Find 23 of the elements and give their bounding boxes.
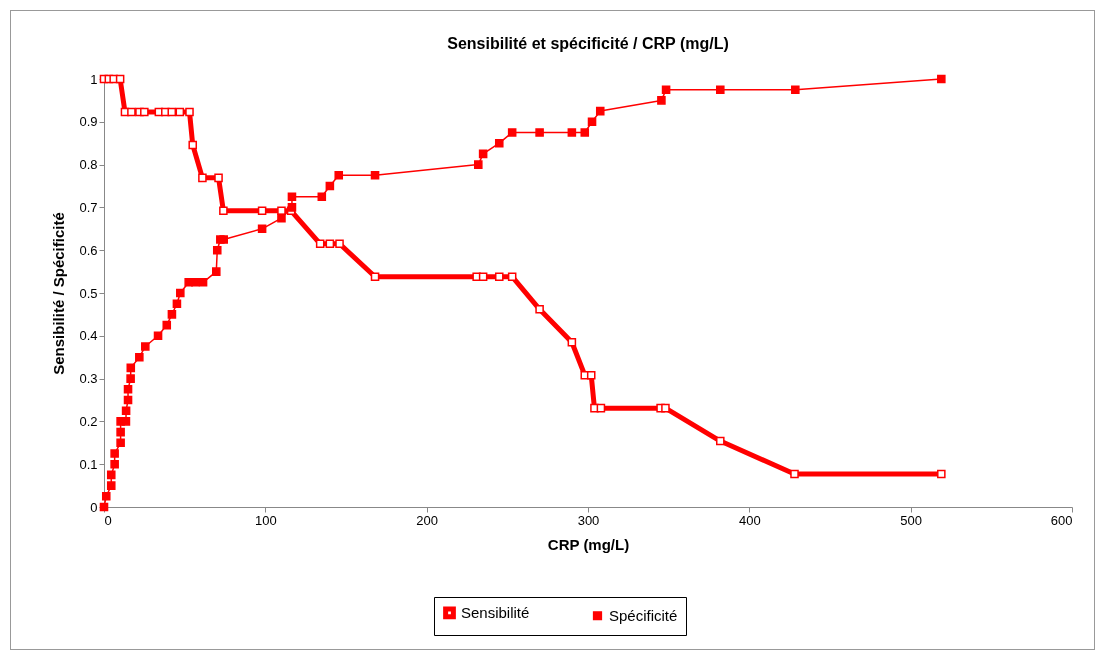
- y-tick-label: 0: [90, 499, 98, 515]
- chart-title: Sensibilité et spécificité / CRP (mg/L): [447, 35, 729, 53]
- x-tick-label: 600: [1050, 512, 1073, 528]
- y-tick-label: 0.5: [79, 285, 98, 301]
- y-tick-label: 0.3: [79, 371, 98, 387]
- y-axis-title: Sensibilité / Spécificité: [50, 212, 68, 375]
- y-tick-label: 0.6: [79, 242, 98, 258]
- x-tick-label: 200: [416, 512, 439, 528]
- x-tick-label: 300: [577, 512, 600, 528]
- x-axis-title: CRP (mg/L): [547, 535, 630, 553]
- x-tick-label: 100: [254, 512, 277, 528]
- y-tick-label: 0.4: [79, 328, 98, 344]
- y-tick-label: 0.7: [79, 199, 98, 215]
- y-tick-label: 0.1: [79, 456, 98, 472]
- y-tick-label: 0.9: [79, 114, 98, 130]
- x-tick-label: 400: [738, 512, 761, 528]
- legend-label: Spécificité: [609, 606, 678, 624]
- x-tick-label: 0: [104, 512, 112, 528]
- y-tick-label: 0.8: [79, 157, 98, 173]
- y-tick-label: 0.2: [79, 413, 98, 429]
- legend-label: Sensibilité: [461, 603, 530, 621]
- y-tick-label: 1: [90, 71, 98, 87]
- x-tick-label: 500: [900, 512, 923, 528]
